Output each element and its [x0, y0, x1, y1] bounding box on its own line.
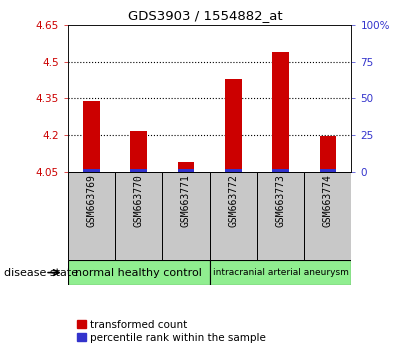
Bar [225, 169, 242, 172]
Text: normal healthy control: normal healthy control [75, 268, 202, 278]
Bar [319, 169, 336, 172]
Legend: transformed count, percentile rank within the sample: transformed count, percentile rank withi… [73, 315, 270, 347]
Bar [225, 79, 242, 172]
Bar [162, 172, 210, 260]
Bar [115, 172, 162, 260]
Bar [68, 172, 115, 260]
Text: GSM663774: GSM663774 [323, 175, 333, 227]
Text: GSM663770: GSM663770 [134, 175, 144, 227]
Text: intracranial arterial aneurysm: intracranial arterial aneurysm [212, 268, 349, 277]
Bar [130, 131, 147, 172]
Bar [210, 260, 351, 285]
Text: GSM663772: GSM663772 [228, 175, 238, 227]
Bar [272, 52, 289, 172]
Text: disease state: disease state [4, 268, 78, 278]
Bar [83, 169, 100, 172]
Text: GDS3903 / 1554882_at: GDS3903 / 1554882_at [128, 9, 283, 22]
Text: GSM663771: GSM663771 [181, 175, 191, 227]
Bar [178, 162, 194, 172]
Bar [272, 169, 289, 172]
Text: GSM663769: GSM663769 [86, 175, 97, 227]
Bar [178, 169, 194, 172]
Bar [83, 101, 100, 172]
Bar [319, 136, 336, 172]
Bar [210, 172, 257, 260]
Bar [257, 172, 304, 260]
Bar [130, 169, 147, 172]
Bar [304, 172, 351, 260]
Bar [68, 260, 210, 285]
Text: GSM663773: GSM663773 [275, 175, 286, 227]
